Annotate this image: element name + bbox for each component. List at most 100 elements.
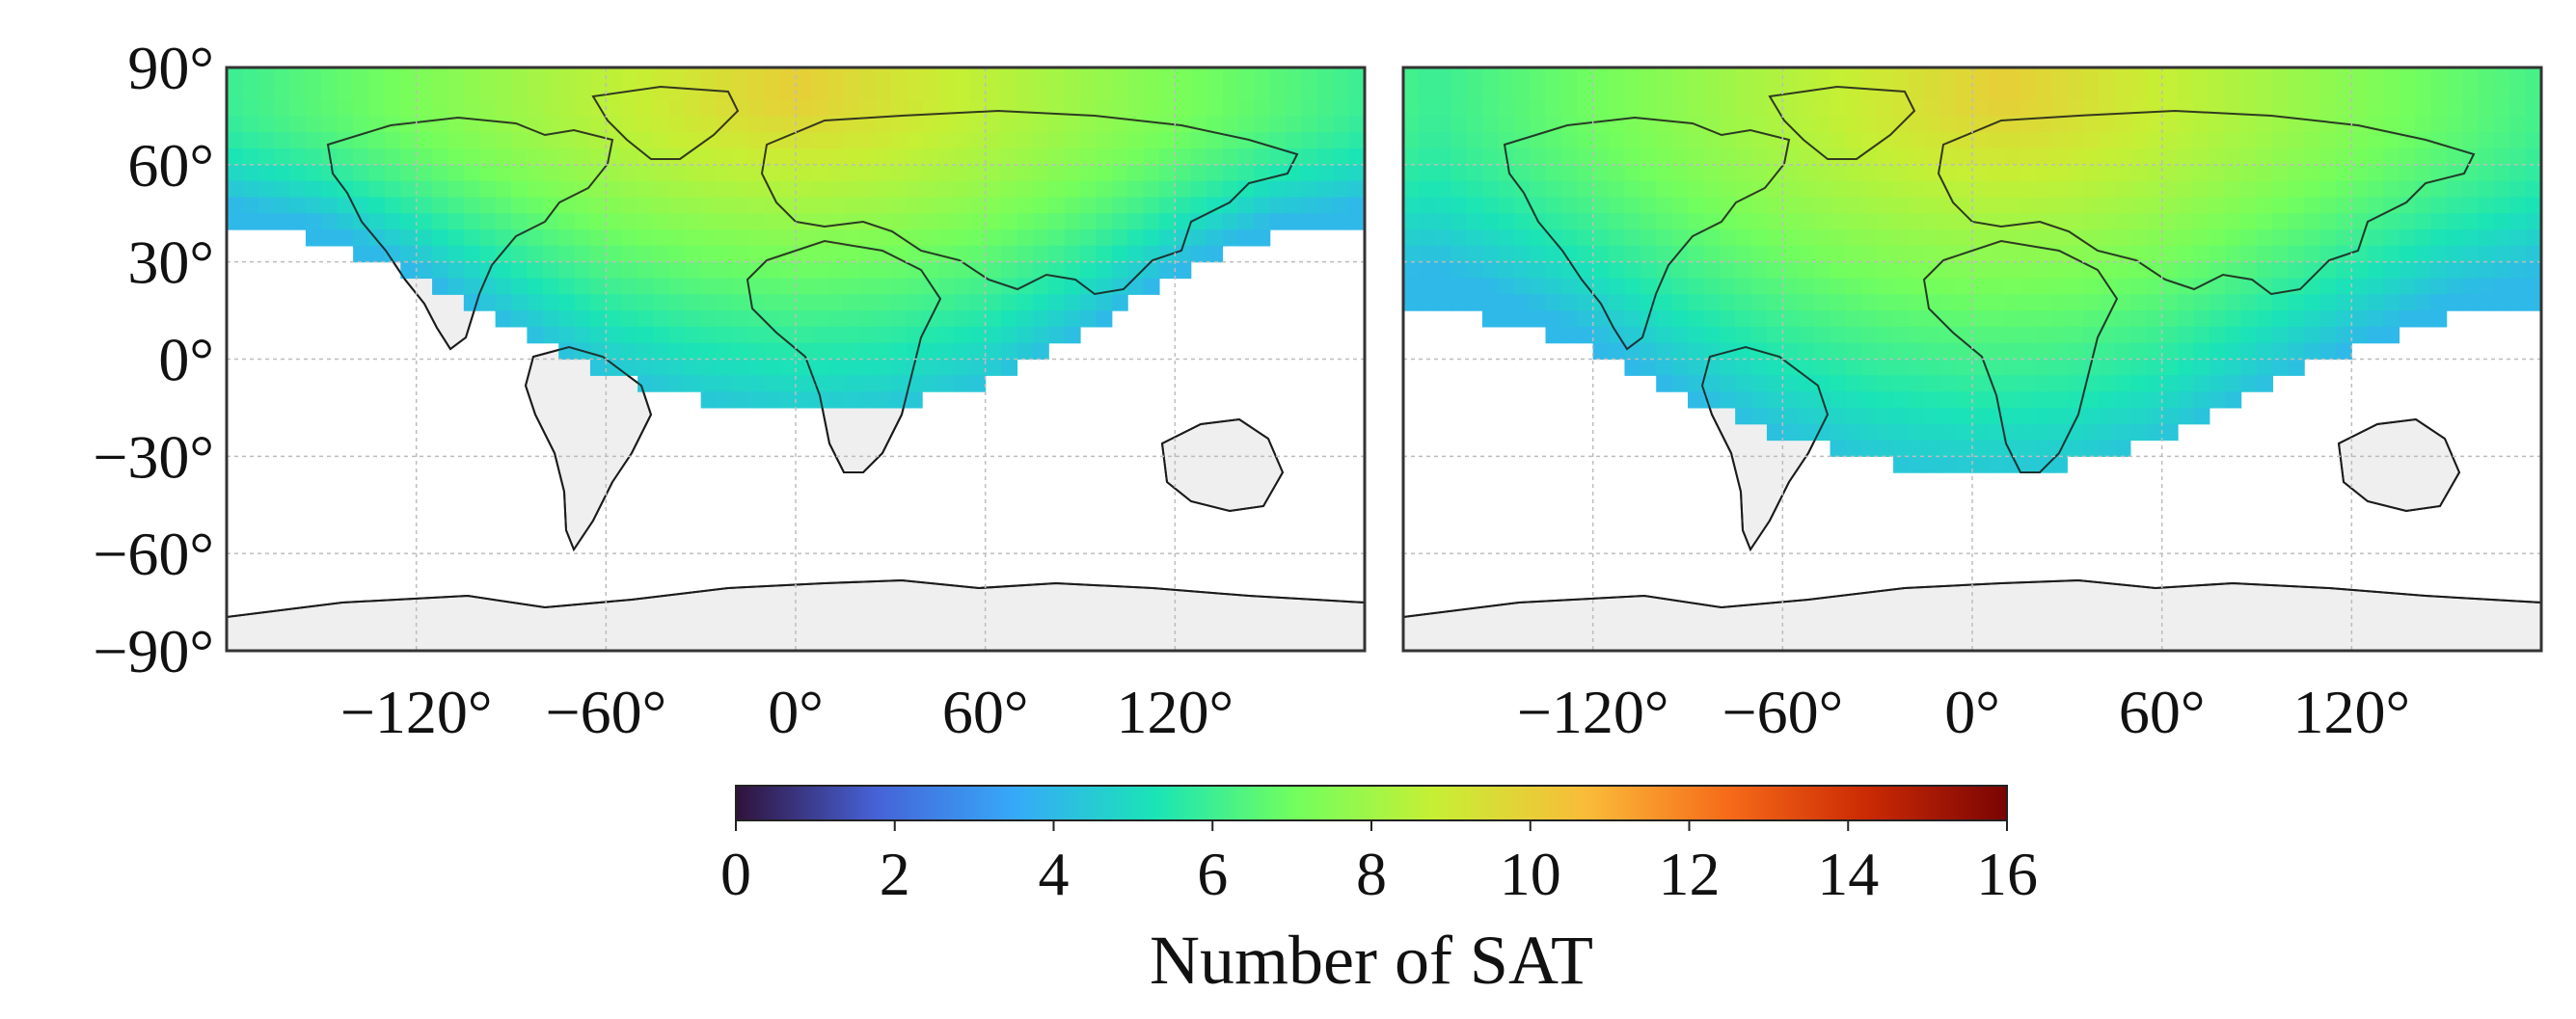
coverage-cell [274,164,291,182]
coverage-cell [1545,245,1562,263]
coverage-cell [906,132,923,149]
coverage-cell [2099,67,2116,85]
coverage-cell [1909,197,1926,214]
coverage-cell [1909,310,1926,328]
coverage-cell [1830,423,1847,442]
coverage-cell [1048,132,1066,149]
coverage-cell [1237,180,1255,199]
coverage-cell [906,342,923,361]
coverage-cell [527,310,544,328]
coverage-cell [2414,164,2431,182]
coverage-cell [827,83,844,101]
coverage-cell [1466,294,1483,311]
coverage-cell [1419,278,1436,295]
coverage-cell [2067,67,2084,85]
coverage-cell [1940,359,1958,376]
coverage-cell [1719,67,1736,85]
coverage-cell [2525,229,2542,247]
coverage-cell [1624,197,1641,214]
coverage-cell [685,245,702,263]
coverage-cell [827,148,844,166]
coverage-cell [558,132,576,149]
coverage-cell [811,391,828,409]
coverage-cell [463,229,480,247]
coverage-cell [2082,294,2100,311]
coverage-cell [2178,342,2195,361]
coverage-cell [1798,197,1815,214]
coverage-cell [1032,213,1049,230]
coverage-cell [1861,359,1879,376]
coverage-cell [1688,391,1704,409]
coverage-cell [1096,213,1113,230]
coverage-cell [542,132,559,149]
coverage-cell [2161,197,2179,214]
coverage-cell [1909,132,1926,149]
coverage-cell [2335,83,2352,101]
coverage-cell [400,180,418,199]
coverage-cell [827,67,844,85]
coverage-cell [1735,391,1752,409]
coverage-cell [1766,310,1783,328]
coverage-cell [1348,180,1366,199]
coverage-cell [1403,164,1420,182]
coverage-cell [274,99,291,118]
coverage-cell [1845,99,1862,118]
coverage-cell [1624,148,1641,166]
coverage-cell [811,359,828,376]
coverage-cell [2193,326,2210,344]
coverage-cell [2304,164,2321,182]
coverage-cell [2035,294,2052,311]
coverage-cell [2129,83,2147,101]
coverage-cell [2399,310,2416,328]
coverage-cell [1333,99,1350,118]
coverage-cell [1656,164,1673,182]
coverage-cell [2351,164,2369,182]
coverage-cell [2351,197,2369,214]
y-tick-label: 30° [127,228,214,297]
coverage-cell [1560,229,1578,247]
coverage-cell [937,116,955,133]
coverage-cell [1254,197,1271,214]
coverage-cell [2335,67,2352,85]
coverage-cell [2035,261,2052,280]
coverage-cell [1956,423,1973,442]
coverage-cell [1530,83,1547,101]
coverage-cell [289,99,307,118]
coverage-cell [2129,197,2147,214]
coverage-cell [2099,407,2116,425]
coverage-cell [400,116,418,133]
x-tick-label: 120° [1117,678,1234,746]
coverage-cell [2035,99,2052,118]
coverage-cell [400,197,418,214]
coverage-cell [717,148,734,166]
coverage-cell [1158,229,1176,247]
coverage-cell [2493,132,2510,149]
coverage-cell [463,83,480,101]
coverage-cell [1972,229,1989,247]
coverage-cell [527,197,544,214]
coverage-cell [1237,132,1255,149]
coverage-cell [874,229,891,247]
coverage-cell [653,197,670,214]
coverage-cell [1001,180,1018,199]
coverage-cell [558,99,576,118]
coverage-cell [1830,359,1847,376]
coverage-cell [1333,148,1350,166]
coverage-cell [2478,229,2495,247]
coverage-cell [1513,99,1531,118]
coverage-cell [2129,164,2147,182]
coverage-cell [843,197,860,214]
coverage-cell [1924,213,1941,230]
coverage-cell [289,197,307,214]
coverage-cell [1830,116,1847,133]
coverage-cell [685,67,702,85]
coverage-cell [922,213,939,230]
coverage-cell [2035,278,2052,295]
coverage-cell [1798,213,1815,230]
coverage-cell [969,116,987,133]
coverage-cell [2067,83,2084,101]
coverage-cell [258,148,275,166]
coverage-cell [985,294,1002,311]
coverage-cell [1750,213,1768,230]
coverage-cell [2193,67,2210,85]
